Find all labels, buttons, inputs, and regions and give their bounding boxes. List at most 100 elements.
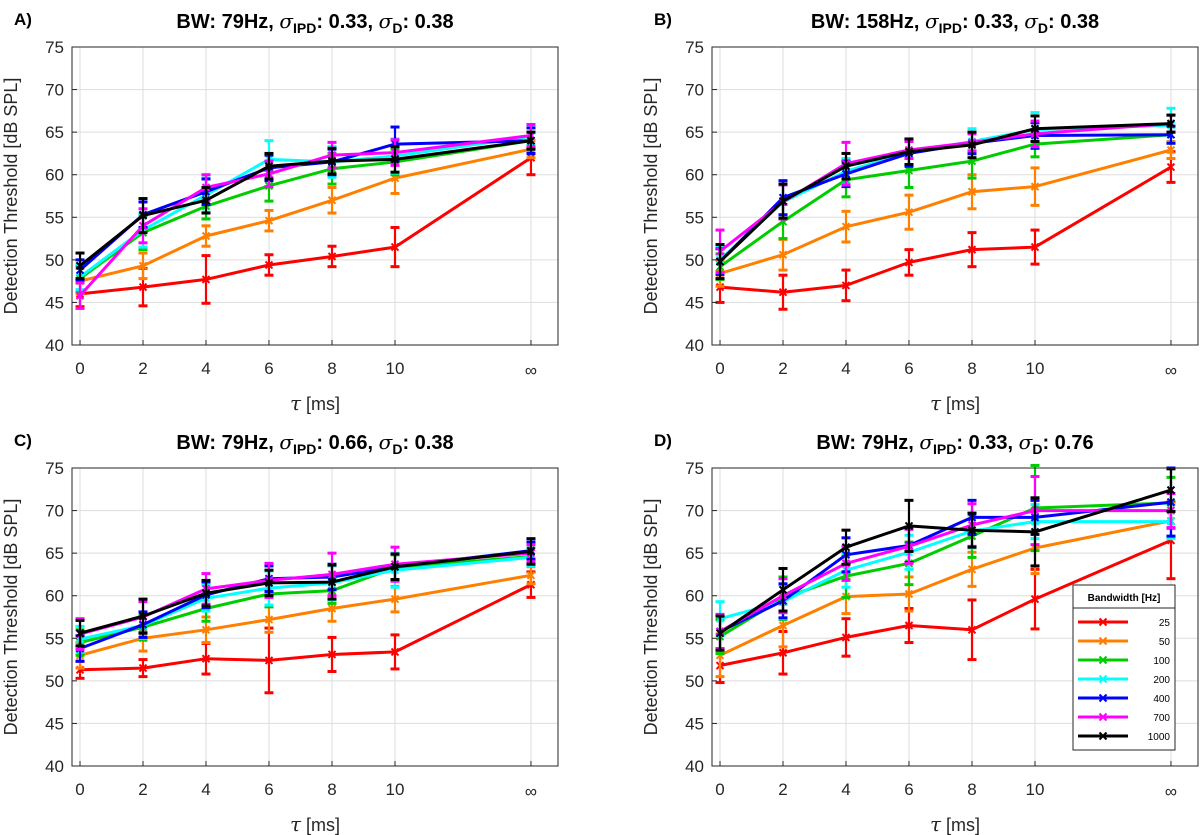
- data-point: [390, 562, 400, 571]
- subscript: D: [392, 20, 402, 36]
- data-point: [778, 648, 788, 657]
- y-tick-label: 45: [685, 714, 704, 733]
- y-tick-label: 55: [45, 629, 64, 648]
- y-tick-label: 40: [685, 757, 704, 776]
- legend-marker: [1098, 731, 1108, 741]
- plot-area: [72, 47, 558, 345]
- y-tick-label: 55: [45, 208, 64, 227]
- x-tick-label: 2: [138, 780, 147, 799]
- y-tick-label: 45: [45, 293, 64, 312]
- x-tick-label: 0: [715, 359, 724, 378]
- y-tick-label: 70: [685, 502, 704, 521]
- panel-b: 40 45 50 55 60 65 70 75 0 2 4 6 8 10 ∞ τ [ms] Detection …: [641, 9, 1199, 415]
- x-tick-label: 0: [75, 359, 84, 378]
- y-tick-label: 75: [685, 459, 704, 478]
- x-axis-unit: [ms]: [941, 815, 980, 835]
- y-tick-label: 60: [45, 166, 64, 185]
- x-tick-label: 10: [1026, 359, 1045, 378]
- legend-label: 25: [1159, 618, 1171, 629]
- data-point: [390, 155, 400, 164]
- x-axis-unit: [ms]: [301, 815, 340, 835]
- y-axis-label: Detection Threshold [dB SPL]: [641, 499, 661, 736]
- y-axis-label: Detection Threshold [dB SPL]: [1, 78, 21, 315]
- y-tick-label: 40: [45, 757, 64, 776]
- legend-entry-100: 100: [1078, 655, 1170, 667]
- data-point: [1166, 119, 1176, 128]
- y-tick-label: 55: [685, 208, 704, 227]
- subscript: D: [1038, 20, 1048, 36]
- legend-box: [1072, 584, 1176, 751]
- x-tick-label: 4: [841, 359, 850, 378]
- data-point: [967, 565, 977, 574]
- data-point: [778, 196, 788, 206]
- subscript: IPD: [939, 20, 962, 36]
- x-axis-label: τ [ms]: [290, 391, 340, 415]
- sigma-symbol: σ: [1024, 9, 1039, 33]
- x-tick-label: 10: [1026, 780, 1045, 799]
- y-tick-label: 45: [685, 293, 704, 312]
- x-tick-label: 0: [715, 780, 724, 799]
- legend-label: 50: [1159, 637, 1171, 648]
- sigma-symbol: σ: [1019, 430, 1034, 454]
- legend-entry-50: 50: [1078, 636, 1171, 648]
- panel-letter: B): [654, 10, 672, 29]
- x-axis-label: τ [ms]: [930, 391, 980, 415]
- y-tick-label: 40: [685, 336, 704, 355]
- x-tick-label: ∞: [525, 361, 537, 380]
- y-tick-label: 65: [685, 544, 704, 563]
- x-tick-label: 4: [841, 780, 850, 799]
- legend-marker: [1098, 617, 1108, 627]
- x-tick-label: 4: [201, 359, 210, 378]
- legend-label: 200: [1153, 675, 1170, 686]
- data-point: [1030, 527, 1040, 537]
- x-tick-label: 6: [264, 359, 273, 378]
- panel-letter: D): [654, 431, 672, 450]
- series-1000: [75, 130, 536, 281]
- x-tick-label: ∞: [1165, 782, 1177, 801]
- data-point: [841, 633, 851, 642]
- legend-entry-400: 400: [1078, 693, 1170, 705]
- y-tick-label: 55: [685, 629, 704, 648]
- data-point: [327, 156, 337, 166]
- series-25: [715, 150, 1176, 311]
- data-point: [264, 161, 274, 171]
- data-point: [778, 250, 788, 259]
- series-1000: [715, 113, 1176, 281]
- sigma-symbol: σ: [279, 9, 294, 33]
- data-point: [967, 187, 977, 196]
- data-point: [264, 260, 274, 270]
- data-point: [390, 242, 400, 252]
- data-point: [526, 571, 536, 580]
- tau-symbol: τ: [930, 391, 942, 415]
- legend-entry-700: 700: [1078, 712, 1170, 724]
- tau-symbol: τ: [290, 391, 302, 415]
- legend-label: 100: [1153, 656, 1170, 667]
- y-tick-label: 65: [685, 123, 704, 142]
- data-point: [264, 216, 274, 225]
- x-axis-unit: [ms]: [301, 394, 340, 414]
- legend-marker: [1098, 674, 1108, 684]
- legend-entry-1000: 1000: [1078, 731, 1171, 743]
- panel-title: BW: 79Hz, σIPD: 0.33, σD: 0.38: [176, 9, 453, 36]
- y-axis-label: Detection Threshold [dB SPL]: [1, 499, 21, 736]
- data-point: [841, 542, 851, 552]
- data-point: [1030, 242, 1040, 252]
- legend-label: 1000: [1148, 732, 1171, 743]
- axes-box: [711, 46, 1199, 346]
- y-tick-label: 50: [685, 672, 704, 691]
- data-point: [1166, 485, 1176, 495]
- data-point: [841, 222, 851, 231]
- data-point: [715, 628, 725, 638]
- data-point: [967, 140, 977, 150]
- data-point: [138, 611, 148, 621]
- data-point: [778, 621, 788, 630]
- y-tick-label: 70: [45, 81, 64, 100]
- data-point: [264, 615, 274, 624]
- tau-symbol: τ: [930, 812, 942, 835]
- data-point: [138, 663, 148, 673]
- data-point: [75, 291, 85, 300]
- data-point: [1030, 182, 1040, 191]
- data-point: [327, 604, 337, 613]
- y-tick-label: 40: [45, 336, 64, 355]
- x-tick-label: 0: [75, 780, 84, 799]
